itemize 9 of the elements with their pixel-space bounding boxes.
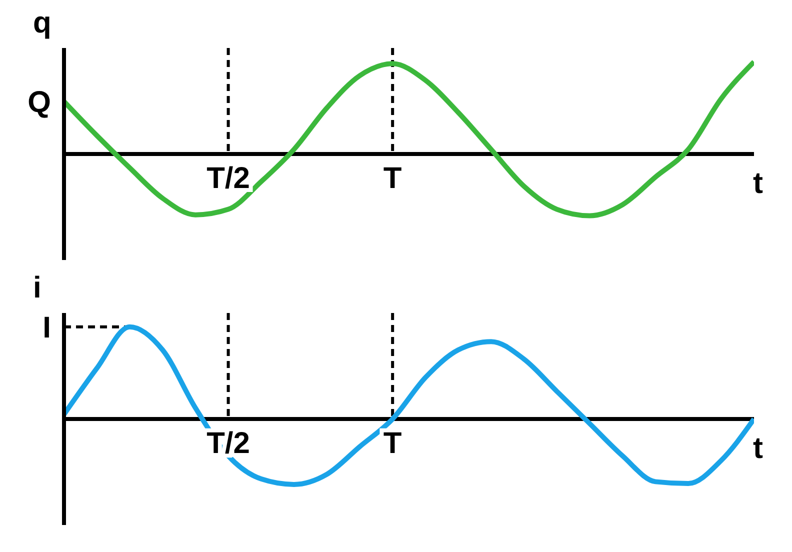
x-tick-label: T/2 [206, 162, 250, 195]
x-tick-label: T [383, 427, 402, 460]
text: I [42, 311, 51, 344]
y-axis-title: q [33, 6, 52, 40]
x-axis-title: t [753, 167, 763, 200]
x-tick-label: T [383, 162, 402, 195]
text: Q [28, 86, 51, 120]
y-axis-title: i [33, 271, 42, 304]
x-axis-title: t [753, 432, 763, 465]
